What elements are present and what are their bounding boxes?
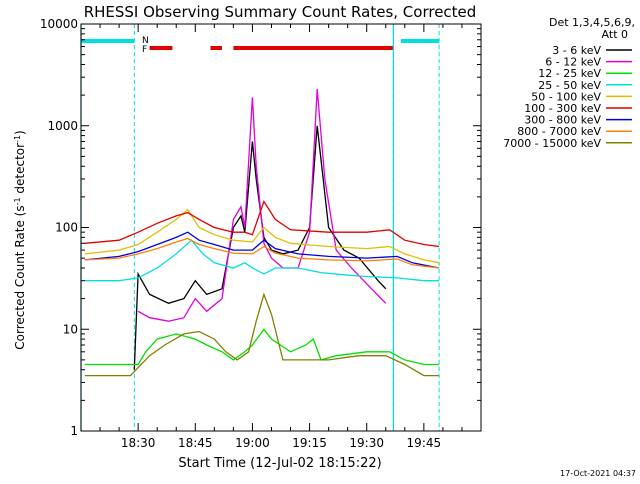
y-tick-label: 10 bbox=[63, 322, 78, 336]
series-line-1 bbox=[137, 88, 387, 322]
y-tick-label: 10000 bbox=[40, 17, 78, 31]
chart-title: RHESSI Observing Summary Count Rates, Co… bbox=[84, 3, 477, 21]
legend-label: 6 - 12 keV bbox=[545, 56, 601, 69]
y-axis-label: Corrected Count Rate (s-1 detector-1) bbox=[13, 130, 28, 349]
series-line-0 bbox=[133, 125, 387, 370]
series-line-5 bbox=[84, 200, 440, 248]
attenuator-info: Att 0 bbox=[602, 28, 628, 41]
flag-n-label: N bbox=[142, 36, 149, 46]
x-tick-label: 19:15 bbox=[292, 436, 327, 450]
detector-info: Det 1,3,4,5,6,9, bbox=[549, 16, 635, 29]
legend-label: 800 - 7000 keV bbox=[517, 125, 601, 138]
series-line-7 bbox=[84, 237, 440, 269]
y-tick-label: 1000 bbox=[47, 119, 78, 133]
x-tick-label: 19:45 bbox=[407, 436, 442, 450]
y-tick-label: 1 bbox=[70, 424, 78, 438]
legend-label: 300 - 800 keV bbox=[524, 114, 601, 127]
timestamp: 17-Oct-2021 04:37 bbox=[560, 469, 636, 478]
plot-area: FN 1 10 100 1000 10000 18:30 18:45 19:00 19:15 19:… bbox=[40, 17, 482, 450]
legend-label: 3 - 6 keV bbox=[552, 44, 601, 57]
flag-f-label: F bbox=[142, 45, 147, 55]
legend-label: 100 - 300 keV bbox=[524, 102, 601, 115]
y-tick-label: 100 bbox=[55, 221, 78, 235]
legend-label: 12 - 25 keV bbox=[538, 67, 601, 80]
x-tick-label: 18:45 bbox=[178, 436, 213, 450]
x-tick-label: 19:30 bbox=[349, 436, 384, 450]
series-line-8 bbox=[84, 292, 440, 377]
plot-frame bbox=[80, 23, 482, 432]
series-line-3 bbox=[84, 239, 440, 282]
x-tick-label: 18:30 bbox=[121, 436, 156, 450]
legend-label: 50 - 100 keV bbox=[531, 90, 601, 103]
legend-label: 7000 - 15000 keV bbox=[503, 137, 601, 150]
legend-label: 25 - 50 keV bbox=[538, 79, 601, 92]
series-line-6 bbox=[84, 231, 440, 269]
series-line-4 bbox=[84, 208, 440, 264]
x-tick-label: 19:00 bbox=[235, 436, 270, 450]
x-axis-label: Start Time (12-Jul-02 18:15:22) bbox=[178, 456, 381, 471]
series-line-2 bbox=[84, 328, 440, 366]
